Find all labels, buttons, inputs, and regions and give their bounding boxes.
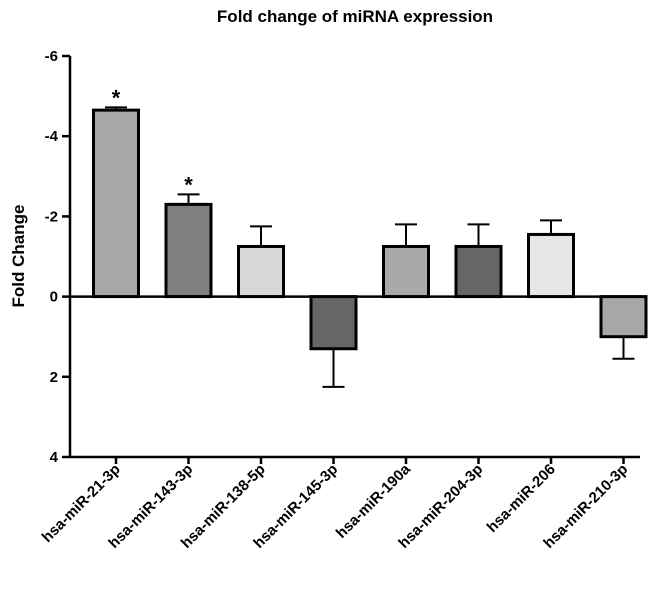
bar (527, 232, 575, 299)
chart-title: Fold change of miRNA expression (217, 7, 493, 26)
bar (164, 202, 213, 299)
y-tick-label: -2 (45, 208, 58, 225)
bar (599, 295, 648, 339)
y-tick-label: -6 (45, 48, 58, 65)
bar (309, 295, 358, 351)
y-tick-label: 4 (50, 449, 59, 466)
bar (237, 244, 285, 299)
y-tick-label: 0 (50, 289, 58, 306)
bar (92, 108, 140, 299)
category-label: hsa-miR-206 (484, 461, 559, 536)
bar (454, 244, 503, 299)
bar (382, 244, 430, 299)
y-tick-label: 2 (50, 369, 58, 386)
bars-layer (92, 106, 648, 388)
y-axis-label: Fold Change (9, 205, 28, 308)
significance-marker: * (184, 172, 193, 197)
y-tick-label: -4 (45, 128, 59, 145)
axes-layer (62, 54, 640, 464)
significance-marker: * (112, 85, 121, 110)
category-label: hsa-miR-190a (333, 460, 414, 541)
